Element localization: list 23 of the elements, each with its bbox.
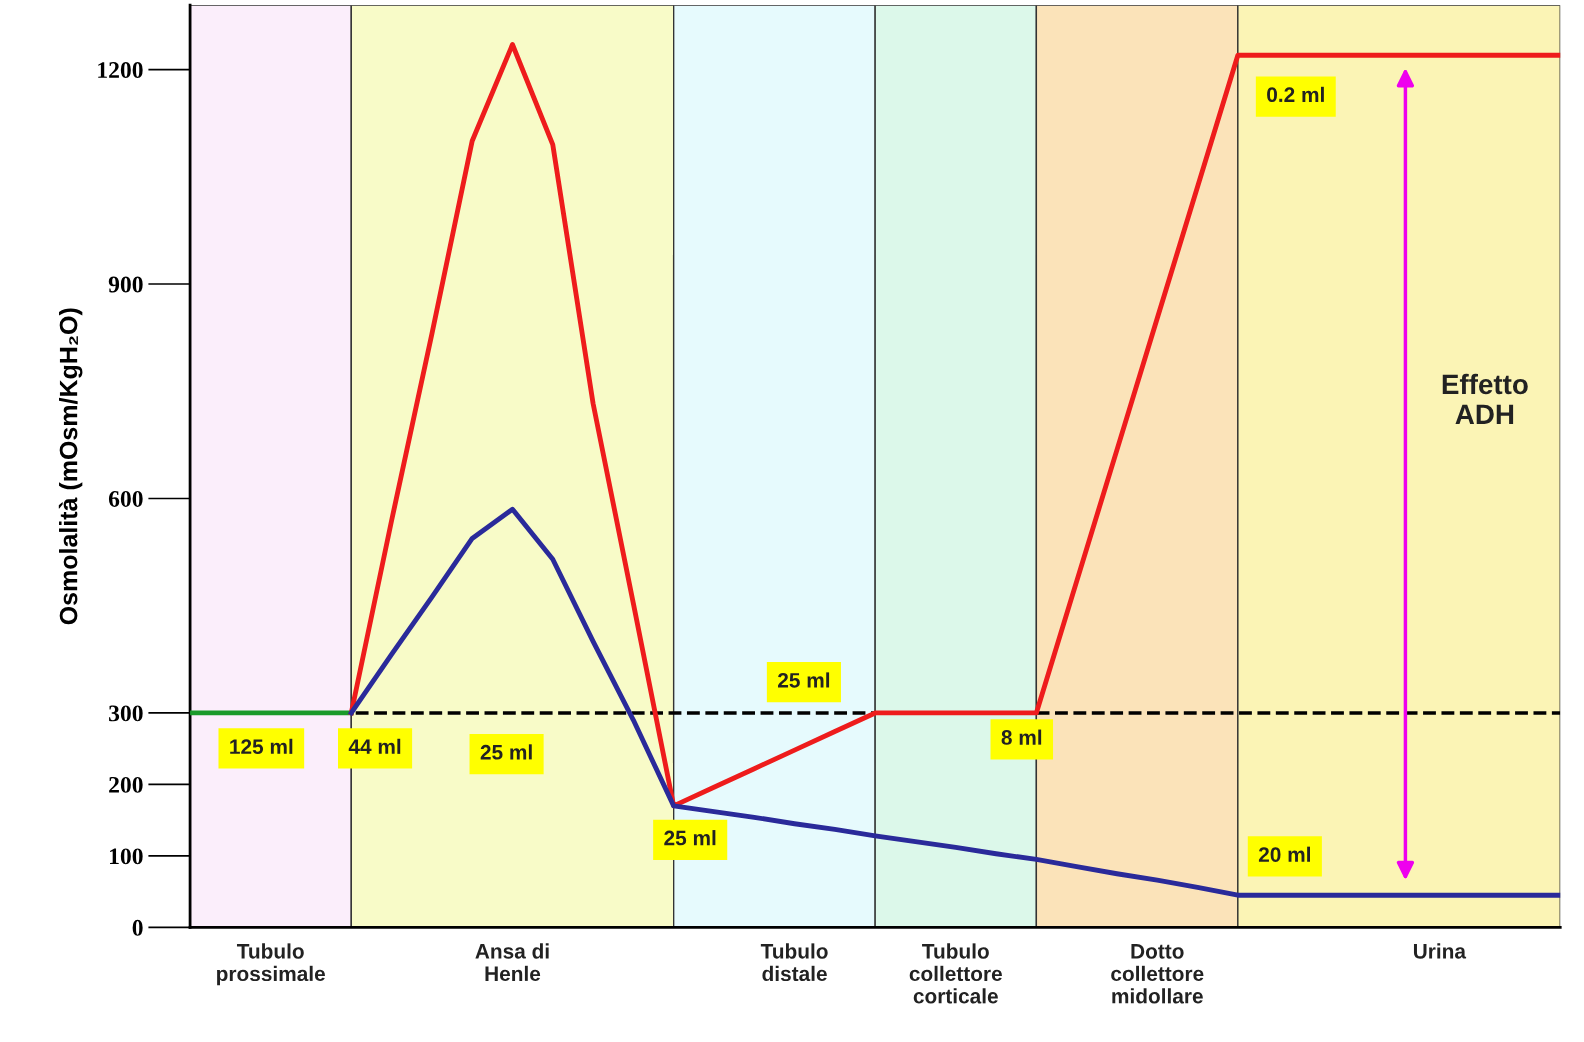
annotation: 125 ml bbox=[230, 738, 293, 755]
y-axis-title: Osmolalità (mOsm/KgH₂O) bbox=[58, 308, 83, 625]
x-tick-label: Urina bbox=[1413, 943, 1467, 959]
annotation: 25 ml bbox=[664, 830, 716, 846]
annotation: 25 ml bbox=[480, 744, 532, 760]
annotation: Effetto ADH bbox=[1442, 373, 1528, 424]
x-tick-label: Tubulo prossimale bbox=[217, 943, 325, 986]
y-tick-label: 300 bbox=[109, 705, 143, 722]
y-tick-label: 1200 bbox=[98, 62, 143, 78]
annotation: 44 ml bbox=[348, 738, 401, 754]
x-tick-label: Tubulo distale bbox=[760, 943, 828, 982]
x-tick-label: Tubulo collettore corticale bbox=[909, 943, 1002, 1004]
annotation: 8 ml bbox=[1001, 729, 1042, 745]
y-tick-label: 600 bbox=[108, 490, 143, 507]
y-tick-label: 200 bbox=[109, 776, 143, 793]
x-tick-label: Ansa di Henle bbox=[475, 943, 549, 982]
x-tick-label: Dotto collettore midollare bbox=[1111, 944, 1204, 1004]
y-tick-label: 900 bbox=[108, 276, 143, 293]
annotation: 0.2 ml bbox=[1267, 86, 1324, 103]
y-tick-label: 0 bbox=[132, 919, 143, 936]
annotation: 25 ml bbox=[778, 672, 830, 688]
y-tick-label: 100 bbox=[110, 848, 143, 865]
annotation: 20 ml bbox=[1258, 846, 1310, 862]
